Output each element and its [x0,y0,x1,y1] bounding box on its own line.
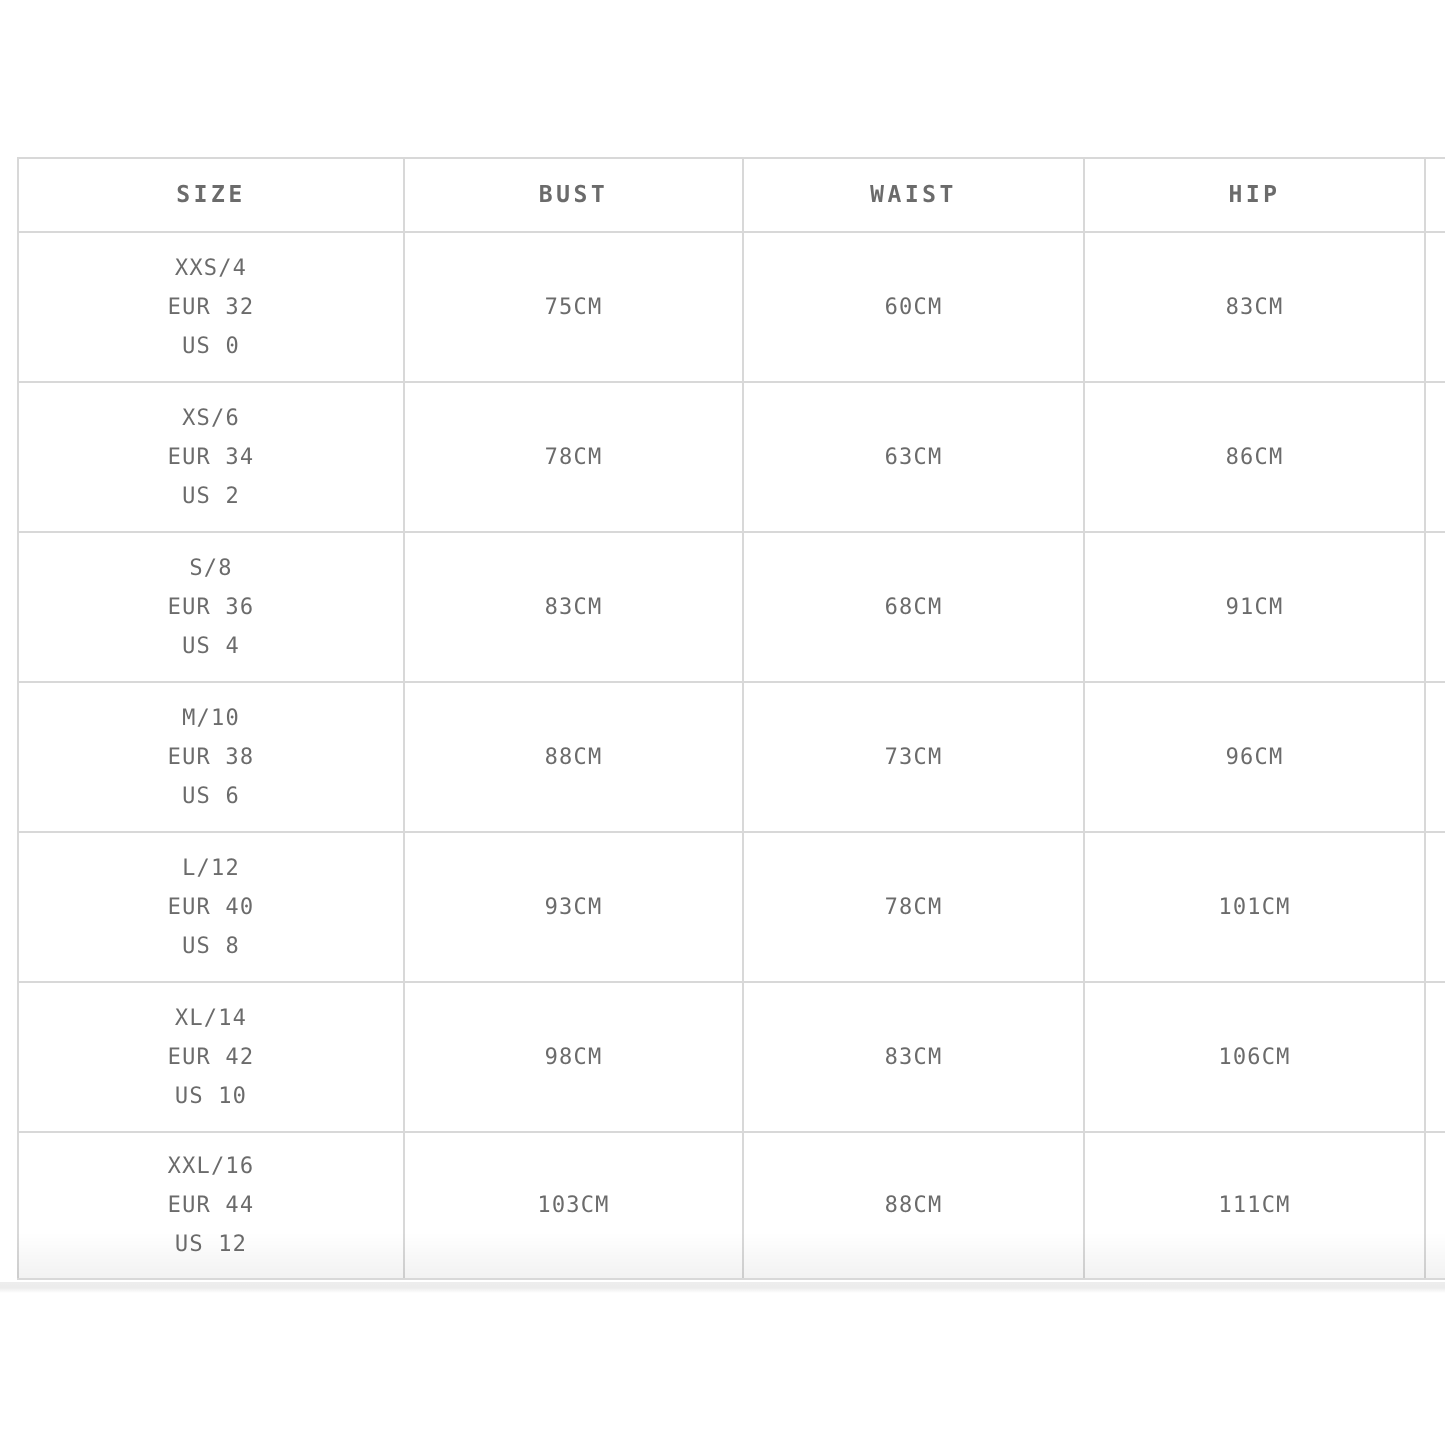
size-line: EUR 44 [167,1193,255,1218]
clipped-cell [1424,531,1445,683]
size-line: US 10 [174,1083,248,1109]
waist-cell: 78CM [742,831,1085,983]
size-line: US 2 [182,483,240,509]
size-line: M/10 [182,705,240,731]
waist-cell: 63CM [742,381,1085,533]
table-row: XS/6 EUR 34 US 2 78CM 63CM 86CM [17,381,1445,533]
hip-cell: 106CM [1083,981,1426,1133]
table-row: S/8 EUR 36 US 4 83CM 68CM 91CM [17,531,1445,683]
bust-cell: 75CM [403,231,744,383]
size-chart-scroll-area[interactable]: SIZE BUST WAIST HIP XXS/4 EUR 32 US 0 75CM 6… [0,157,1445,1281]
size-line: XL/14 [174,1005,248,1031]
table-body: XXS/4 EUR 32 US 0 75CM 60CM 83CM XS/6 EUR 34 US … [17,231,1445,1280]
size-line: S/8 [189,555,233,581]
hip-cell: 86CM [1083,381,1426,533]
size-line: EUR 36 [167,594,255,620]
bust-cell: 78CM [403,381,744,533]
size-line: EUR 34 [167,444,255,470]
size-cell: XL/14 EUR 42 US 10 [17,981,405,1133]
hip-cell: 83CM [1083,231,1426,383]
size-cell: XXL/16 EUR 44 US 12 [17,1131,405,1280]
clipped-cell [1424,981,1445,1133]
bottom-divider [0,1282,1445,1293]
bust-cell: 103CM [403,1131,744,1280]
size-cell: S/8 EUR 36 US 4 [17,531,405,683]
size-line: US 12 [174,1232,248,1257]
table-row: XL/14 EUR 42 US 10 98CM 83CM 106CM [17,981,1445,1133]
size-cell: M/10 EUR 38 US 6 [17,681,405,833]
hip-cell: 111CM [1083,1131,1426,1280]
bust-cell: 93CM [403,831,744,983]
clipped-cell [1424,831,1445,983]
size-line: EUR 42 [167,1044,255,1070]
hip-cell: 101CM [1083,831,1426,983]
size-line: US 0 [182,333,240,359]
clipped-cell [1424,381,1445,533]
column-header-bust: BUST [403,157,744,233]
size-line: EUR 32 [167,294,255,320]
column-header-clipped [1424,157,1445,233]
bust-cell: 88CM [403,681,744,833]
size-line: XXS/4 [174,255,248,281]
size-line: EUR 40 [167,894,255,920]
table-row: XXS/4 EUR 32 US 0 75CM 60CM 83CM [17,231,1445,383]
hip-cell: 91CM [1083,531,1426,683]
column-header-hip: HIP [1083,157,1426,233]
size-chart-table: SIZE BUST WAIST HIP XXS/4 EUR 32 US 0 75CM 6… [17,157,1445,1280]
size-cell: XS/6 EUR 34 US 2 [17,381,405,533]
size-line: US 4 [182,633,240,659]
column-header-waist: WAIST [742,157,1085,233]
table-row: M/10 EUR 38 US 6 88CM 73CM 96CM [17,681,1445,833]
waist-cell: 68CM [742,531,1085,683]
bust-cell: 98CM [403,981,744,1133]
size-cell: XXS/4 EUR 32 US 0 [17,231,405,383]
waist-cell: 83CM [742,981,1085,1133]
clipped-cell [1424,681,1445,833]
size-line: L/12 [182,855,240,881]
column-header-size: SIZE [17,157,405,233]
waist-cell: 88CM [742,1131,1085,1280]
clipped-cell [1424,231,1445,383]
size-cell: L/12 EUR 40 US 8 [17,831,405,983]
waist-cell: 73CM [742,681,1085,833]
table-row: L/12 EUR 40 US 8 93CM 78CM 101CM [17,831,1445,983]
table-row: XXL/16 EUR 44 US 12 103CM 88CM 111CM [17,1131,1445,1280]
header-row: SIZE BUST WAIST HIP [17,157,1445,233]
bust-cell: 83CM [403,531,744,683]
size-line: XXL/16 [167,1154,255,1179]
waist-cell: 60CM [742,231,1085,383]
hip-cell: 96CM [1083,681,1426,833]
size-line: EUR 38 [167,744,255,770]
size-line: US 8 [182,933,240,959]
clipped-cell [1424,1131,1445,1280]
size-line: XS/6 [182,405,240,431]
size-line: US 6 [182,783,240,809]
